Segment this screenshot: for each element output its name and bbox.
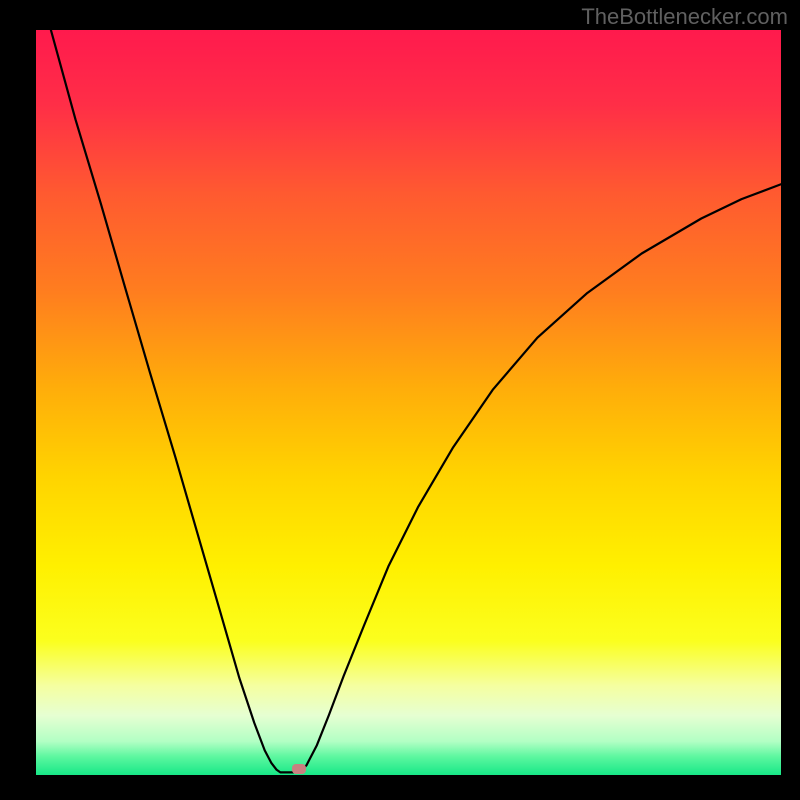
plot-area <box>36 30 781 775</box>
watermark-text: TheBottlenecker.com <box>581 4 788 30</box>
curve-path <box>51 30 781 772</box>
chart-stage: TheBottlenecker.com <box>0 0 800 800</box>
bottleneck-curve <box>36 30 781 775</box>
optimum-marker <box>292 764 307 774</box>
